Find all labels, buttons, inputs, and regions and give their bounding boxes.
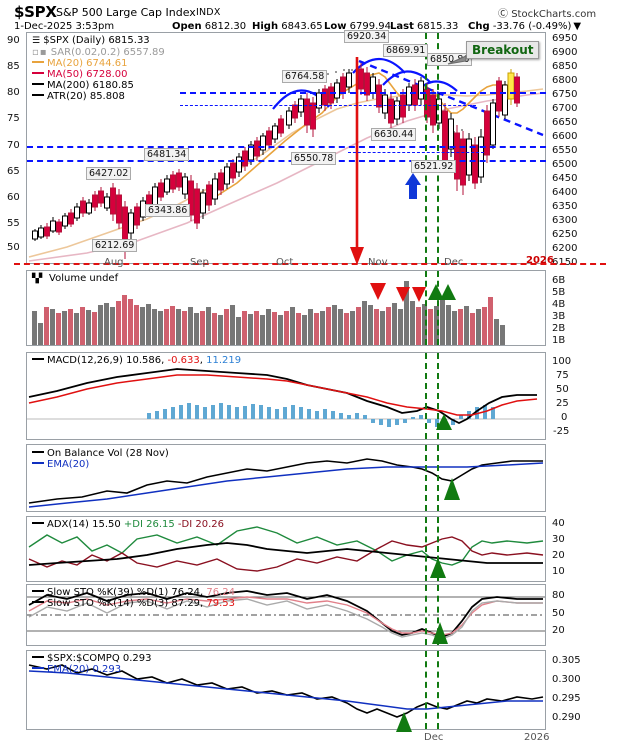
event-line-obv-2 <box>437 445 439 511</box>
price-tag-6869: 6869.91 <box>383 44 429 57</box>
exchange-label: INDX <box>196 7 221 18</box>
legend-obv-ema: EMA(20) <box>32 459 169 470</box>
bottom-month-label-dec: Dec <box>424 732 444 743</box>
event-line-vol-2 <box>437 271 439 345</box>
legend-ma20: MA(20) 6744.61 <box>32 58 165 69</box>
low-value: 6799.94 <box>349 21 392 32</box>
support-line-6500 <box>27 160 546 162</box>
support-line-6550 <box>27 146 546 148</box>
macd-plot <box>27 368 545 429</box>
blue-up-arrow-icon <box>405 173 421 199</box>
legend-ma200: MA(200) 6180.85 <box>32 80 165 91</box>
chg-label: Chg <box>468 21 490 32</box>
ratio-legend: $SPX:$COMPQ 0.293 EMA(20) 0.293 <box>32 653 152 675</box>
price-tag-6343: 6343.86 <box>145 204 191 217</box>
price-tag-6630: 6630.44 <box>371 128 417 141</box>
legend-sto-14: Slow STO %K(14) %D(3) 87.29, 79.53 <box>32 598 235 609</box>
obv-legend: On Balance Vol (28 Nov) EMA(20) <box>32 448 169 470</box>
price-tag-6764: 6764.58 <box>282 70 328 83</box>
obv-plot <box>28 458 544 508</box>
month-label-oct: Oct <box>276 257 294 268</box>
event-line-ratio-2 <box>437 651 439 729</box>
event-line-vol-1 <box>425 271 427 345</box>
price-tag-6481: 6481.34 <box>144 148 190 161</box>
price-tag-6920: 6920.34 <box>344 30 390 43</box>
sto-panel[interactable] <box>26 584 546 646</box>
volume-plot <box>32 281 505 345</box>
price-legend: ☰ $SPX (Daily) 6815.33 ▫▪ SAR(0.02,0.2) … <box>32 35 165 102</box>
index-name: S&P 500 Large Cap Index <box>56 6 196 19</box>
event-line-2 <box>437 33 439 263</box>
month-divider-line <box>14 263 606 265</box>
volume-legend: ▚▘ Volume undef <box>32 273 119 284</box>
legend-ratio: $SPX:$COMPQ 0.293 <box>32 653 152 664</box>
event-line-adx-2 <box>437 517 439 581</box>
high-value: 6843.65 <box>281 21 323 32</box>
breakout-callout: Breakout <box>466 41 540 59</box>
price-tag-6212: 6212.69 <box>92 239 138 252</box>
legend-ma50: MA(50) 6728.00 <box>32 69 165 80</box>
legend-sto-39: Slow STO %K(39) %D(1) 76.24, 76.24 <box>32 587 235 598</box>
event-line-macd-1 <box>425 353 427 439</box>
legend-spx: ☰ $SPX (Daily) 6815.33 <box>32 35 150 46</box>
quote-low: Low 6799.94 <box>324 21 391 32</box>
quote-last: Last 6815.33 <box>390 21 458 32</box>
adx-plot <box>28 526 544 572</box>
last-value: 6815.33 <box>417 21 459 32</box>
month-label-aug: Aug <box>104 257 124 268</box>
ratio-panel[interactable] <box>26 650 546 730</box>
bottom-year-label: 2026 <box>524 732 550 743</box>
chg-value: -33.76 (-0.49%) <box>492 21 572 32</box>
adx-legend: ADX(14) 15.50 +DI 26.15 -DI 20.26 <box>32 519 224 530</box>
resistance-line-thin <box>180 105 476 106</box>
month-label-dec: Dec <box>444 257 464 268</box>
price-panel[interactable] <box>26 32 546 265</box>
high-label: High <box>252 21 279 32</box>
open-value: 6812.30 <box>204 21 247 32</box>
chevron-down-icon: ▼ <box>573 21 582 32</box>
event-line-adx-1 <box>425 517 427 581</box>
event-line-ratio-1 <box>425 651 427 729</box>
event-line-1 <box>425 33 427 263</box>
support-line-thin <box>348 152 484 153</box>
open-label: Open <box>172 21 202 32</box>
price-tag-6427: 6427.02 <box>86 167 132 180</box>
resistance-line-upper <box>180 92 546 94</box>
source-label: StockCharts.com <box>511 9 597 20</box>
event-line-obv-1 <box>425 445 427 511</box>
ratio-plot <box>28 664 544 718</box>
low-label: Low <box>324 21 347 32</box>
quote-high: High 6843.65 <box>252 21 323 32</box>
stockcharts-watermark: Ⓒ StockCharts.com <box>498 9 597 20</box>
legend-sar: ▫▪ SAR(0.02,0.2) 6557.89 <box>32 47 165 58</box>
event-line-sto-2 <box>437 585 439 645</box>
ticker-symbol: $SPX <box>14 3 57 21</box>
event-line-sto-1 <box>425 585 427 645</box>
quote-open: Open 6812.30 <box>172 21 246 32</box>
quote-datetime: 1-Dec-2025 3:53pm <box>14 21 115 32</box>
legend-ratio-ema: EMA(20) 0.293 <box>32 664 152 675</box>
sto-plot <box>27 590 545 640</box>
legend-atr20: ATR(20) 85.808 <box>32 91 165 102</box>
price-tag-6550: 6550.78 <box>291 152 337 165</box>
last-label: Last <box>390 21 414 32</box>
price-tag-6521: 6521.92 <box>411 160 457 173</box>
legend-obv: On Balance Vol (28 Nov) <box>32 448 169 459</box>
year-label-2026: 2026 <box>526 255 554 266</box>
month-label-sep: Sep <box>190 257 209 268</box>
month-label-nov: Nov <box>368 257 388 268</box>
macd-panel[interactable] <box>26 352 546 440</box>
adx-panel[interactable] <box>26 516 546 582</box>
event-line-macd-2 <box>437 353 439 439</box>
quote-chg: Chg -33.76 (-0.49%) ▼ <box>468 21 581 32</box>
volume-panel[interactable] <box>26 270 546 346</box>
sto-legend: Slow STO %K(39) %D(1) 76.24, 76.24 Slow … <box>32 587 235 609</box>
macd-legend: MACD(12,26,9) 10.586, -0.633, 11.219 <box>32 355 241 366</box>
